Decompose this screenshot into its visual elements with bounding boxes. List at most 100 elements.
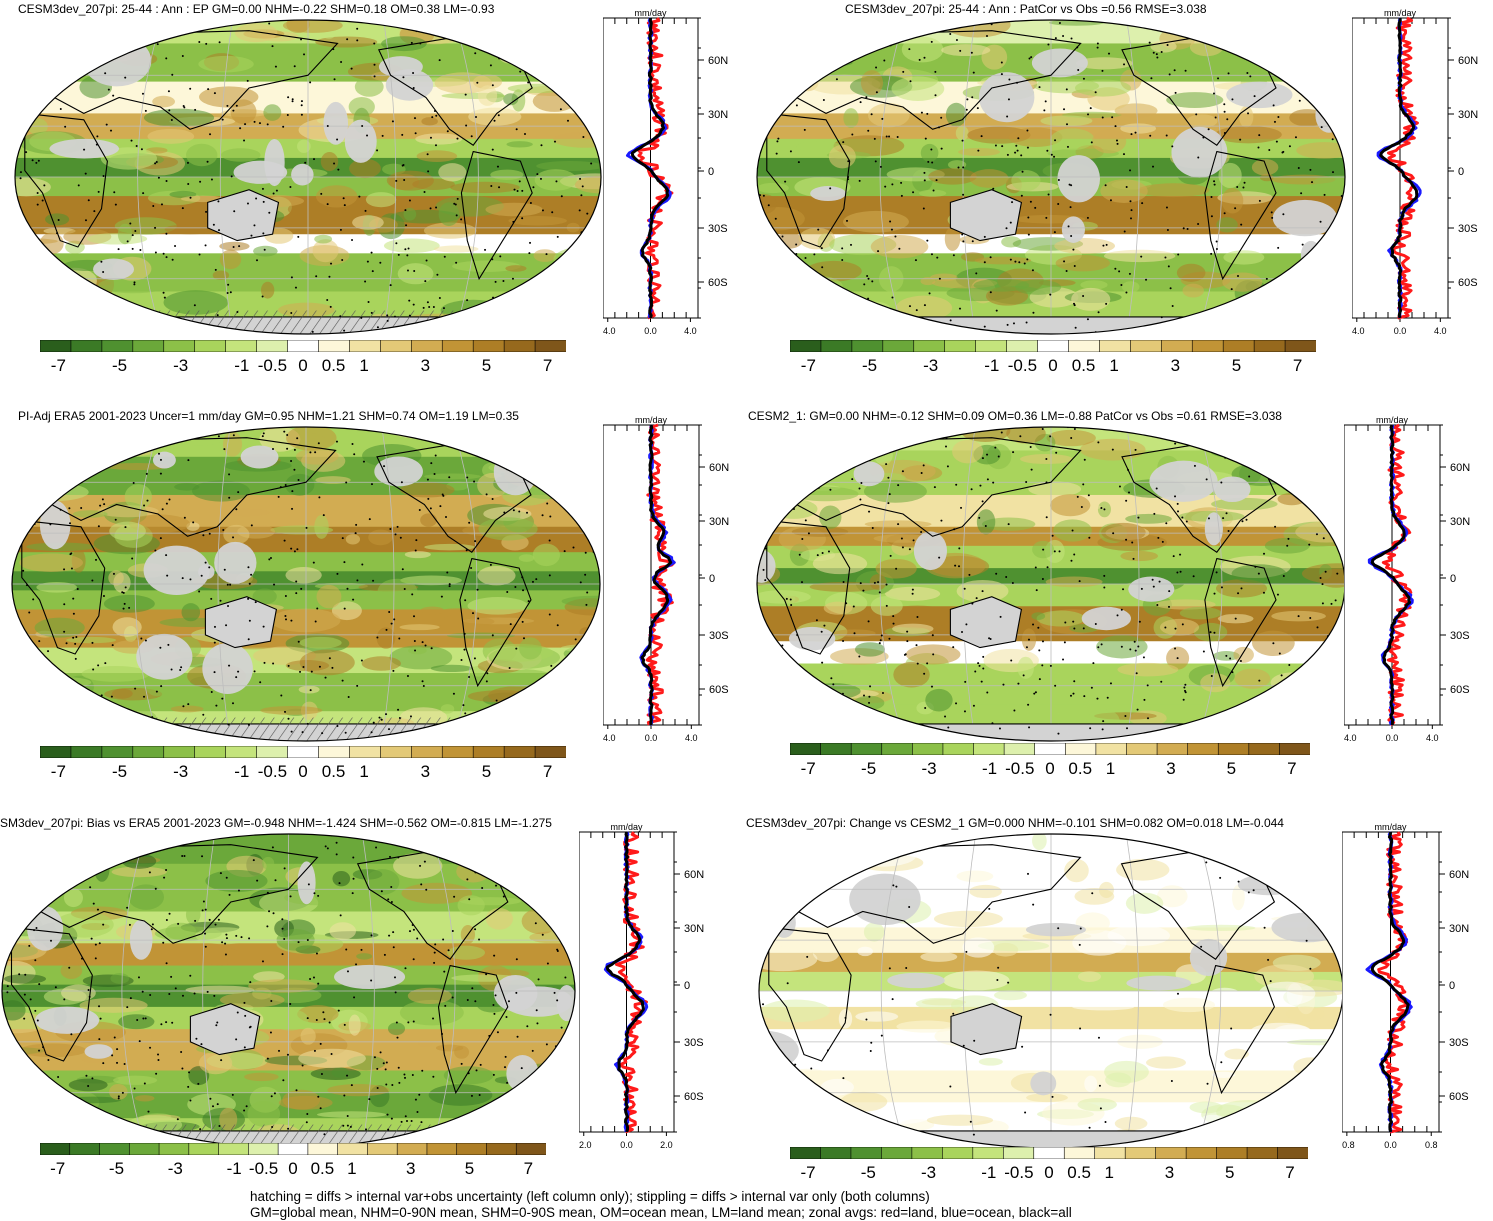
colorbar-swatch — [40, 1143, 71, 1155]
colorbar-label: -3 — [167, 1159, 183, 1178]
zonal-xtick-label: 0.0 — [645, 733, 658, 743]
colorbar-swatch — [101, 340, 134, 352]
colorbar-4 — [790, 743, 1310, 755]
colorbar-label: -3 — [920, 1163, 937, 1182]
lat-label: 30S — [1449, 1037, 1469, 1049]
colorbar-swatch — [277, 1143, 309, 1155]
colorbar-swatch — [456, 1143, 488, 1155]
lat-label: 30S — [1450, 630, 1470, 642]
colorbar-swatch — [1099, 340, 1132, 352]
colorbar-swatch — [163, 340, 196, 352]
colorbar-labels-5: -7 -5 -3 -1 -0.5 0 0.5 1 3 5 7 — [40, 1159, 546, 1181]
colorbar-swatch — [337, 1143, 369, 1155]
lat-label: 30N — [709, 516, 729, 528]
lat-label: 30S — [708, 223, 728, 235]
lat-label: 60N — [1458, 55, 1478, 67]
colorbar-label: 3 — [1166, 759, 1176, 778]
colorbar-swatch — [163, 746, 196, 758]
colorbar-swatch — [349, 746, 382, 758]
zonal-xtick-label: -4.0 — [603, 326, 616, 336]
lat-label: 60S — [709, 684, 729, 696]
colorbar-swatch — [486, 1143, 518, 1155]
colorbar-label: 7 — [523, 1159, 534, 1178]
colorbar-swatch — [882, 340, 915, 352]
colorbar-swatch — [101, 746, 134, 758]
zonal-xtick-label: 0.0 — [1386, 733, 1399, 743]
colorbar-swatch — [820, 1147, 852, 1159]
colorbar-label: 1 — [359, 356, 369, 375]
colorbar-swatch — [367, 1143, 398, 1155]
colorbar-swatch — [472, 340, 505, 352]
colorbar-swatch — [225, 746, 258, 758]
lat-label: 60S — [684, 1091, 704, 1103]
colorbar-swatch — [40, 746, 72, 758]
zonal-xtick-label: 4.0 — [1434, 326, 1447, 336]
lat-label: 60N — [684, 869, 704, 881]
zonal-curve-all — [640, 424, 673, 726]
lat-label: 60N — [1450, 462, 1470, 474]
lat-label: 0 — [684, 980, 690, 992]
colorbar-label: 3 — [405, 1159, 416, 1178]
colorbar-label: -3 — [173, 762, 189, 781]
colorbar-label: 3 — [1170, 356, 1181, 375]
colorbar-label: 5 — [1224, 1163, 1235, 1182]
colorbar-label: 0 — [298, 356, 308, 375]
zonal-mean-plot-1: mm/day -4.0 0.0 4.0 60N 30N 0 30S 60S — [603, 8, 728, 336]
colorbar-label: -1 — [234, 762, 250, 781]
colorbar-swatch — [1185, 1147, 1218, 1159]
colorbar-label: 1 — [1109, 356, 1119, 375]
colorbar-label: -1 — [234, 356, 250, 375]
colorbar-swatch — [820, 743, 852, 755]
colorbar-swatch — [410, 746, 444, 758]
colorbar-swatch — [850, 1147, 883, 1159]
zonal-unit-label: mm/day — [610, 822, 643, 832]
colorbar-swatch — [1124, 1147, 1157, 1159]
colorbar-label: -7 — [800, 759, 816, 778]
zonal-xtick-label: 0.0 — [644, 326, 657, 336]
zonal-xtick-label: 0.0 — [1384, 1140, 1397, 1150]
colorbar-swatch — [70, 746, 103, 758]
colorbar-swatch — [1063, 1147, 1096, 1159]
lat-label: 60S — [1449, 1091, 1469, 1103]
colorbar-label: -5 — [861, 759, 877, 778]
colorbar-label: 7 — [542, 356, 553, 375]
footer-note-line2: GM=global mean, NHM=0-90N mean, SHM=0-90… — [250, 1205, 1072, 1220]
colorbar-swatch — [128, 1143, 160, 1155]
colorbar-label: -0.5 — [1005, 759, 1035, 778]
zonal-unit-label: mm/day — [1384, 8, 1417, 18]
colorbar-label: 5 — [464, 1159, 475, 1178]
map-panel-2 — [756, 19, 1346, 335]
colorbar-label: -7 — [50, 762, 66, 781]
colorbar-label: -7 — [800, 1163, 816, 1182]
lat-label: 30N — [1450, 516, 1470, 528]
colorbar-label: -7 — [50, 356, 66, 375]
colorbar-swatch — [1006, 340, 1039, 352]
colorbar-label: 1 — [1105, 759, 1116, 778]
lat-label: 0 — [1458, 166, 1464, 178]
colorbar-6 — [790, 1147, 1308, 1159]
colorbar-swatch — [1037, 340, 1070, 352]
colorbar-swatch — [380, 340, 413, 352]
zonal-curve-land — [615, 831, 648, 1134]
zonal-mean-plot-4: mm/day -4.0 0.0 4.0 60N 30N 0 30S 60S — [1344, 415, 1470, 743]
colorbar-label: 0 — [288, 1159, 298, 1178]
colorbar-swatch — [132, 340, 165, 352]
colorbar-label: 7 — [542, 762, 553, 781]
lat-label: 60S — [1450, 684, 1470, 696]
colorbar-swatch — [1246, 1147, 1279, 1159]
zonal-unit-label: mm/day — [635, 415, 668, 425]
zonal-xtick-label: 0.8 — [1425, 1140, 1438, 1150]
map-panel-5 — [1, 833, 576, 1149]
zonal-unit-label: mm/day — [634, 8, 667, 18]
lat-label: 0 — [1450, 573, 1456, 585]
colorbar-labels-6: -7 -5 -3 -1 -0.5 0 0.5 1 3 5 7 — [790, 1163, 1308, 1185]
map-panel-6 — [758, 833, 1344, 1149]
colorbar-label: 3 — [1164, 1163, 1175, 1182]
colorbar-label: -3 — [173, 356, 189, 375]
colorbar-swatch — [225, 340, 258, 352]
colorbar-label: -5 — [108, 1159, 125, 1178]
colorbar-label: -5 — [111, 356, 128, 375]
panel-title-4: CESM2_1: GM=0.00 NHM=-0.12 SHM=0.09 OM=0… — [748, 409, 1282, 423]
colorbar-label: 1 — [1104, 1163, 1114, 1182]
colorbar-swatch — [1253, 340, 1286, 352]
